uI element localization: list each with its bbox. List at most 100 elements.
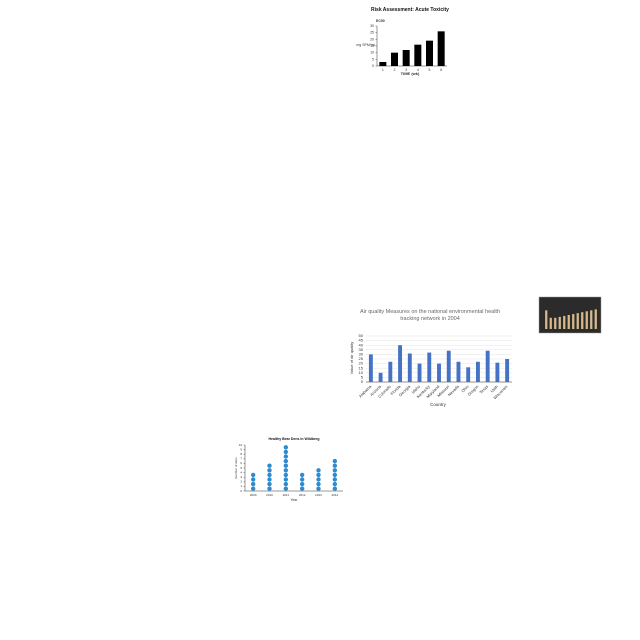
bar	[567, 315, 570, 329]
y-tick-label: 25	[370, 31, 374, 35]
y-tick-label: 5	[372, 57, 374, 61]
x-tick-label: 2013	[315, 493, 322, 497]
bar	[572, 314, 575, 329]
y-tick-label: 9	[240, 447, 242, 451]
x-tick-label: Idaho	[410, 383, 421, 394]
dot	[332, 472, 338, 478]
bar	[379, 62, 387, 66]
x-tick-label: 2	[394, 68, 396, 72]
y-tick-label: 7	[240, 457, 242, 461]
dot	[267, 463, 272, 468]
x-tick-label: 2009	[250, 493, 257, 497]
dot	[283, 477, 289, 482]
dot	[283, 486, 289, 491]
annotation: EC50	[376, 19, 385, 23]
dot	[267, 472, 272, 478]
dot	[283, 481, 289, 487]
y-tick-label: 3	[240, 475, 242, 479]
dot	[283, 463, 289, 468]
bar	[388, 361, 393, 382]
dot	[283, 472, 289, 478]
y-tick-label: 30	[370, 24, 374, 28]
dot	[250, 477, 256, 482]
dot	[267, 481, 272, 487]
bar	[558, 316, 561, 329]
bar	[585, 311, 588, 329]
dot	[299, 472, 305, 478]
bar	[563, 315, 566, 329]
dot	[283, 454, 289, 459]
bar	[475, 361, 480, 382]
y-tick-label: 1	[240, 484, 242, 488]
y-tick-label: 5	[361, 374, 364, 379]
dot	[267, 486, 272, 491]
bar	[417, 363, 422, 382]
dot	[316, 481, 321, 487]
dot	[250, 481, 256, 487]
bar	[549, 317, 552, 329]
dot	[332, 477, 338, 482]
bar	[398, 345, 403, 382]
y-axis-label: Value of air quality	[349, 342, 354, 375]
x-tick-label: 2011	[283, 493, 290, 497]
bar	[368, 354, 373, 382]
bar	[437, 363, 441, 382]
bar	[407, 353, 412, 382]
y-tick-label: 20	[359, 361, 364, 366]
bar	[590, 310, 593, 329]
bar	[427, 352, 432, 382]
x-tick-label: 2014	[331, 493, 338, 497]
bar	[545, 310, 548, 329]
dot	[267, 477, 272, 482]
y-tick-label: 5	[240, 466, 242, 470]
y-tick-label: 2	[240, 480, 242, 484]
x-tick-label: 5	[429, 68, 431, 72]
y-tick-label: 0	[361, 379, 364, 384]
y-tick-label: 30	[359, 351, 364, 356]
bar	[581, 312, 584, 329]
dot	[283, 445, 289, 450]
y-tick-label: 15	[370, 44, 374, 48]
y-tick-label: 8	[240, 452, 242, 456]
y-tick-label: 10	[370, 51, 374, 55]
x-axis-label: TIME (wk)	[401, 71, 420, 76]
x-tick-label: Nevada	[447, 383, 461, 397]
x-axis-label: Country	[430, 402, 447, 407]
dot	[250, 486, 256, 491]
bar	[485, 350, 490, 382]
bar	[437, 31, 445, 66]
dot	[299, 486, 305, 491]
bar	[466, 367, 471, 382]
x-tick-label: 4	[417, 68, 419, 72]
dot	[332, 458, 338, 464]
x-tick-label: Ohio	[460, 383, 470, 393]
bar	[576, 313, 579, 329]
y-tick-label: 20	[370, 37, 374, 41]
y-tick-label: 10	[239, 443, 243, 447]
chart-title: Healthy Bear Dens in Wildberg	[268, 436, 320, 441]
bar	[426, 40, 433, 66]
x-tick-label: 1	[382, 68, 384, 72]
x-tick-label: Texas	[478, 384, 489, 395]
y-tick-label: 25	[359, 356, 364, 361]
y-tick-label: 4	[240, 470, 242, 474]
bar	[391, 52, 398, 66]
dot	[250, 472, 256, 478]
dot	[316, 477, 321, 482]
x-tick-label: Utah	[489, 384, 499, 394]
dot	[332, 463, 338, 468]
x-tick-label: 6	[440, 68, 442, 72]
y-tick-label: 50	[359, 333, 364, 338]
y-tick-label: 10	[359, 370, 364, 375]
dot	[283, 449, 289, 455]
x-tick-label: 2010	[266, 493, 273, 497]
x-tick-label: Oregon	[466, 384, 479, 397]
dot	[332, 481, 338, 487]
y-tick-label: 35	[359, 347, 364, 352]
bar	[402, 50, 410, 66]
y-tick-label: 45	[359, 338, 364, 343]
bar	[554, 317, 557, 329]
bar	[414, 44, 422, 66]
y-axis-label: Number of dens	[234, 457, 238, 479]
